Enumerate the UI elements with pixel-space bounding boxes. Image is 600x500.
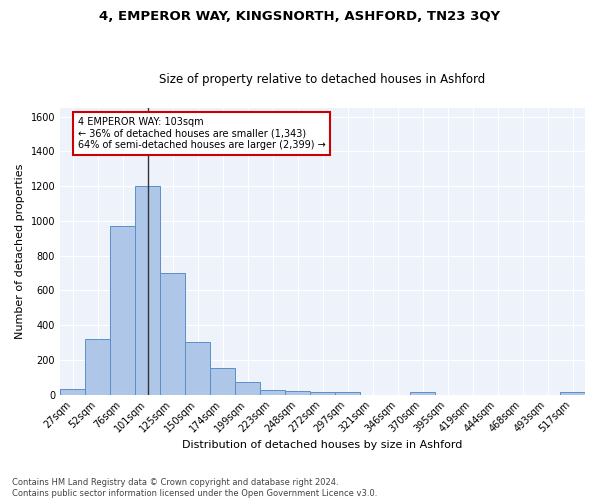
Bar bbox=[260, 390, 285, 394]
Text: 4 EMPEROR WAY: 103sqm
← 36% of detached houses are smaller (1,343)
64% of semi-d: 4 EMPEROR WAY: 103sqm ← 36% of detached … bbox=[77, 116, 325, 150]
Text: 4, EMPEROR WAY, KINGSNORTH, ASHFORD, TN23 3QY: 4, EMPEROR WAY, KINGSNORTH, ASHFORD, TN2… bbox=[100, 10, 500, 23]
Bar bbox=[560, 392, 585, 394]
Bar bbox=[285, 392, 310, 394]
Bar bbox=[60, 390, 85, 394]
Bar bbox=[335, 392, 360, 394]
X-axis label: Distribution of detached houses by size in Ashford: Distribution of detached houses by size … bbox=[182, 440, 463, 450]
Bar bbox=[210, 368, 235, 394]
Bar bbox=[135, 186, 160, 394]
Bar bbox=[310, 392, 335, 394]
Bar bbox=[85, 339, 110, 394]
Bar bbox=[110, 226, 135, 394]
Title: Size of property relative to detached houses in Ashford: Size of property relative to detached ho… bbox=[160, 73, 485, 86]
Bar bbox=[410, 392, 435, 394]
Text: Contains HM Land Registry data © Crown copyright and database right 2024.
Contai: Contains HM Land Registry data © Crown c… bbox=[12, 478, 377, 498]
Y-axis label: Number of detached properties: Number of detached properties bbox=[15, 164, 25, 339]
Bar bbox=[235, 382, 260, 394]
Bar bbox=[185, 342, 210, 394]
Bar bbox=[160, 273, 185, 394]
